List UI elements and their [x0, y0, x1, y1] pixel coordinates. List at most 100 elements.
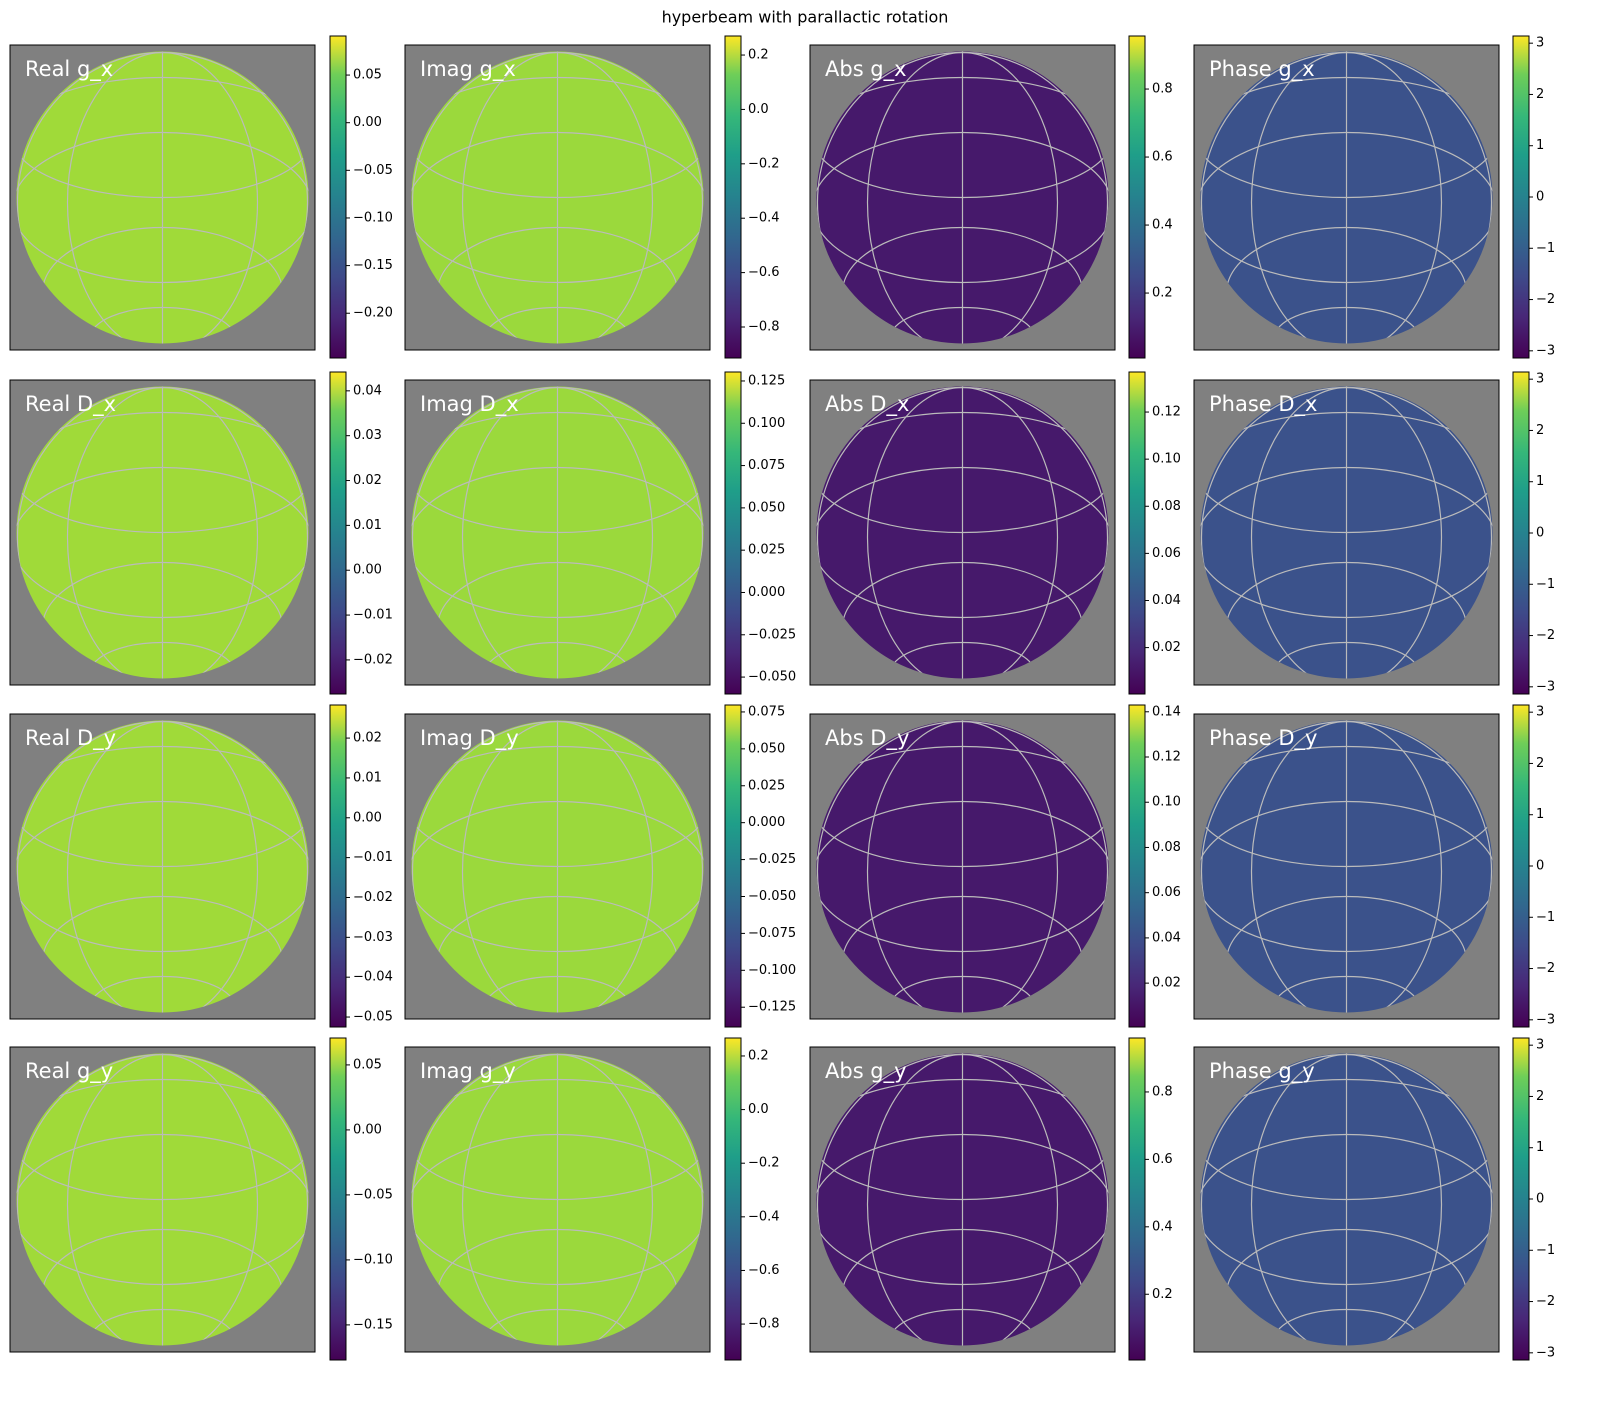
- panel-label: Real g_x: [25, 57, 113, 82]
- colorbar-tick-label: −3: [1536, 679, 1555, 694]
- colorbar-tick-label: −0.05: [353, 163, 393, 178]
- panel: Abs g_x 0.8 0.6 0.4 0.2: [809, 35, 1173, 359]
- graticule-line: [816, 76, 1109, 199]
- colorbar-tick-label: −0.01: [353, 850, 393, 865]
- panel: Real D_y 0.02 0.01 0.00 −0.01 −0.02 −0.03 −0.04…: [9, 704, 393, 1028]
- colorbar: [329, 1037, 347, 1361]
- colorbar-tick-label: −0.01: [353, 608, 393, 623]
- image-frame: [404, 44, 711, 351]
- panel-label: Phase g_x: [1209, 57, 1315, 82]
- colorbar-tick-label: −0.4: [748, 1209, 780, 1224]
- panel: Abs g_y 0.8 0.6 0.4 0.2: [809, 1037, 1173, 1361]
- graticule-line: [411, 745, 704, 868]
- image-frame: [1193, 44, 1500, 351]
- colorbar-tick-label: 0.00: [353, 810, 382, 825]
- panel-label: Real D_x: [25, 392, 116, 417]
- graticule-line: [461, 386, 654, 679]
- colorbar-tick-label: −0.10: [353, 1252, 393, 1267]
- graticule-line: [1200, 131, 1493, 284]
- graticule-line: [16, 411, 309, 534]
- graticule-line: [16, 1078, 309, 1201]
- panel-label: Real D_y: [25, 726, 116, 751]
- colorbar-tick-label: −0.025: [748, 852, 796, 867]
- panel: Imag g_y 0.2 0.0 −0.2 −0.4 −0.6 −0.8: [404, 1037, 780, 1361]
- colorbar-tick-label: 0.2: [748, 1048, 769, 1063]
- graticule-line: [16, 131, 309, 284]
- colorbar-tick-label: −0.8: [748, 1317, 780, 1332]
- graticule-line: [411, 131, 704, 284]
- colorbar-tick-label: −0.6: [748, 265, 780, 280]
- colorbar-tick-label: 0.125: [748, 373, 785, 388]
- colorbar: [1512, 1037, 1530, 1361]
- graticule-line: [461, 720, 654, 1013]
- graticule-line: [816, 411, 1109, 534]
- colorbar-tick-label: 0.075: [748, 458, 785, 473]
- colorbar-tick-label: 0.6: [1152, 150, 1173, 165]
- colorbar-tick-label: 2: [1536, 1089, 1544, 1104]
- panel: Abs D_y 0.14 0.12 0.10 0.08 0.06 0.04 0.02: [809, 704, 1181, 1028]
- graticule-line: [411, 800, 704, 953]
- graticule-line: [1250, 386, 1443, 679]
- colorbar-tick-label: 1: [1536, 138, 1544, 153]
- image-frame: [1193, 713, 1500, 1020]
- image-frame: [404, 1046, 711, 1353]
- colorbar: [329, 704, 347, 1028]
- colorbar-tick-label: 0.2: [1152, 1287, 1173, 1302]
- panel: Phase D_y 3 2 1 0 −1 −2 −3: [1193, 704, 1555, 1028]
- colorbar-tick-label: 0.03: [353, 428, 382, 443]
- panel: Imag D_y 0.075 0.050 0.025 0.000 −0.025 −0.050…: [404, 704, 796, 1028]
- colorbar-tick-label: 0.06: [1152, 546, 1181, 561]
- panel-label: Imag D_y: [420, 726, 519, 751]
- colorbar-tick-label: −2: [1536, 1294, 1555, 1309]
- colorbar-tick-label: 0: [1536, 190, 1544, 205]
- colorbar-tick-label: 0.0: [748, 102, 769, 117]
- colorbar-tick-label: −3: [1536, 343, 1555, 358]
- colorbar-tick-label: 0.8: [1152, 1084, 1173, 1099]
- colorbar-tick-label: 2: [1536, 756, 1544, 771]
- panel-label: Abs D_x: [825, 392, 909, 417]
- graticule: [411, 51, 704, 344]
- image-frame: [9, 1046, 316, 1353]
- graticule-line: [866, 51, 1059, 344]
- panel: Real g_x 0.05 0.00 −0.05 −0.10 −0.15 −0.20: [9, 35, 393, 359]
- colorbar-tick-label: 0.01: [353, 518, 382, 533]
- colorbar-tick-label: 0.04: [1152, 593, 1181, 608]
- colorbar: [1512, 704, 1530, 1028]
- colorbar-tick-label: −0.025: [748, 627, 796, 642]
- graticule-line: [411, 1078, 704, 1201]
- graticule-line: [1200, 800, 1493, 953]
- graticule-line: [1200, 1133, 1493, 1286]
- colorbar-tick-label: 0.04: [1152, 930, 1181, 945]
- colorbar-tick-label: −0.02: [353, 652, 393, 667]
- colorbar: [724, 704, 742, 1028]
- graticule-line: [16, 76, 309, 199]
- colorbar-tick-label: −0.02: [353, 890, 393, 905]
- colorbar: [1128, 1037, 1146, 1361]
- graticule-line: [16, 466, 309, 619]
- colorbar-tick-label: 0.01: [353, 770, 382, 785]
- panel-label: Real g_y: [25, 1059, 113, 1084]
- panel-label: Imag D_x: [420, 392, 519, 417]
- colorbar-tick-label: −1: [1536, 577, 1555, 592]
- graticule-line: [816, 745, 1109, 868]
- image-frame: [809, 1046, 1116, 1353]
- image-frame: [1193, 379, 1500, 686]
- panel-label: Imag g_x: [420, 57, 516, 82]
- panel-label: Imag g_y: [420, 1059, 516, 1084]
- graticule-line: [411, 76, 704, 199]
- colorbar-tick-label: 0.2: [1152, 286, 1173, 301]
- panel: Abs D_x 0.12 0.10 0.08 0.06 0.04 0.02: [809, 371, 1181, 695]
- colorbar-tick-label: 0: [1536, 526, 1544, 541]
- colorbar-tick-label: 0.025: [748, 778, 785, 793]
- figure-title: hyperbeam with parallactic rotation: [662, 8, 949, 27]
- graticule-line: [816, 1133, 1109, 1286]
- colorbar: [724, 35, 742, 359]
- image-frame: [9, 713, 316, 1020]
- graticule-line: [16, 745, 309, 868]
- colorbar-tick-label: 3: [1536, 36, 1544, 51]
- colorbar-tick-label: 0.02: [353, 473, 382, 488]
- colorbar-tick-label: −2: [1536, 628, 1555, 643]
- colorbar-tick-label: −0.100: [748, 963, 796, 978]
- panel-label: Phase D_y: [1209, 726, 1317, 751]
- colorbar: [1128, 35, 1146, 359]
